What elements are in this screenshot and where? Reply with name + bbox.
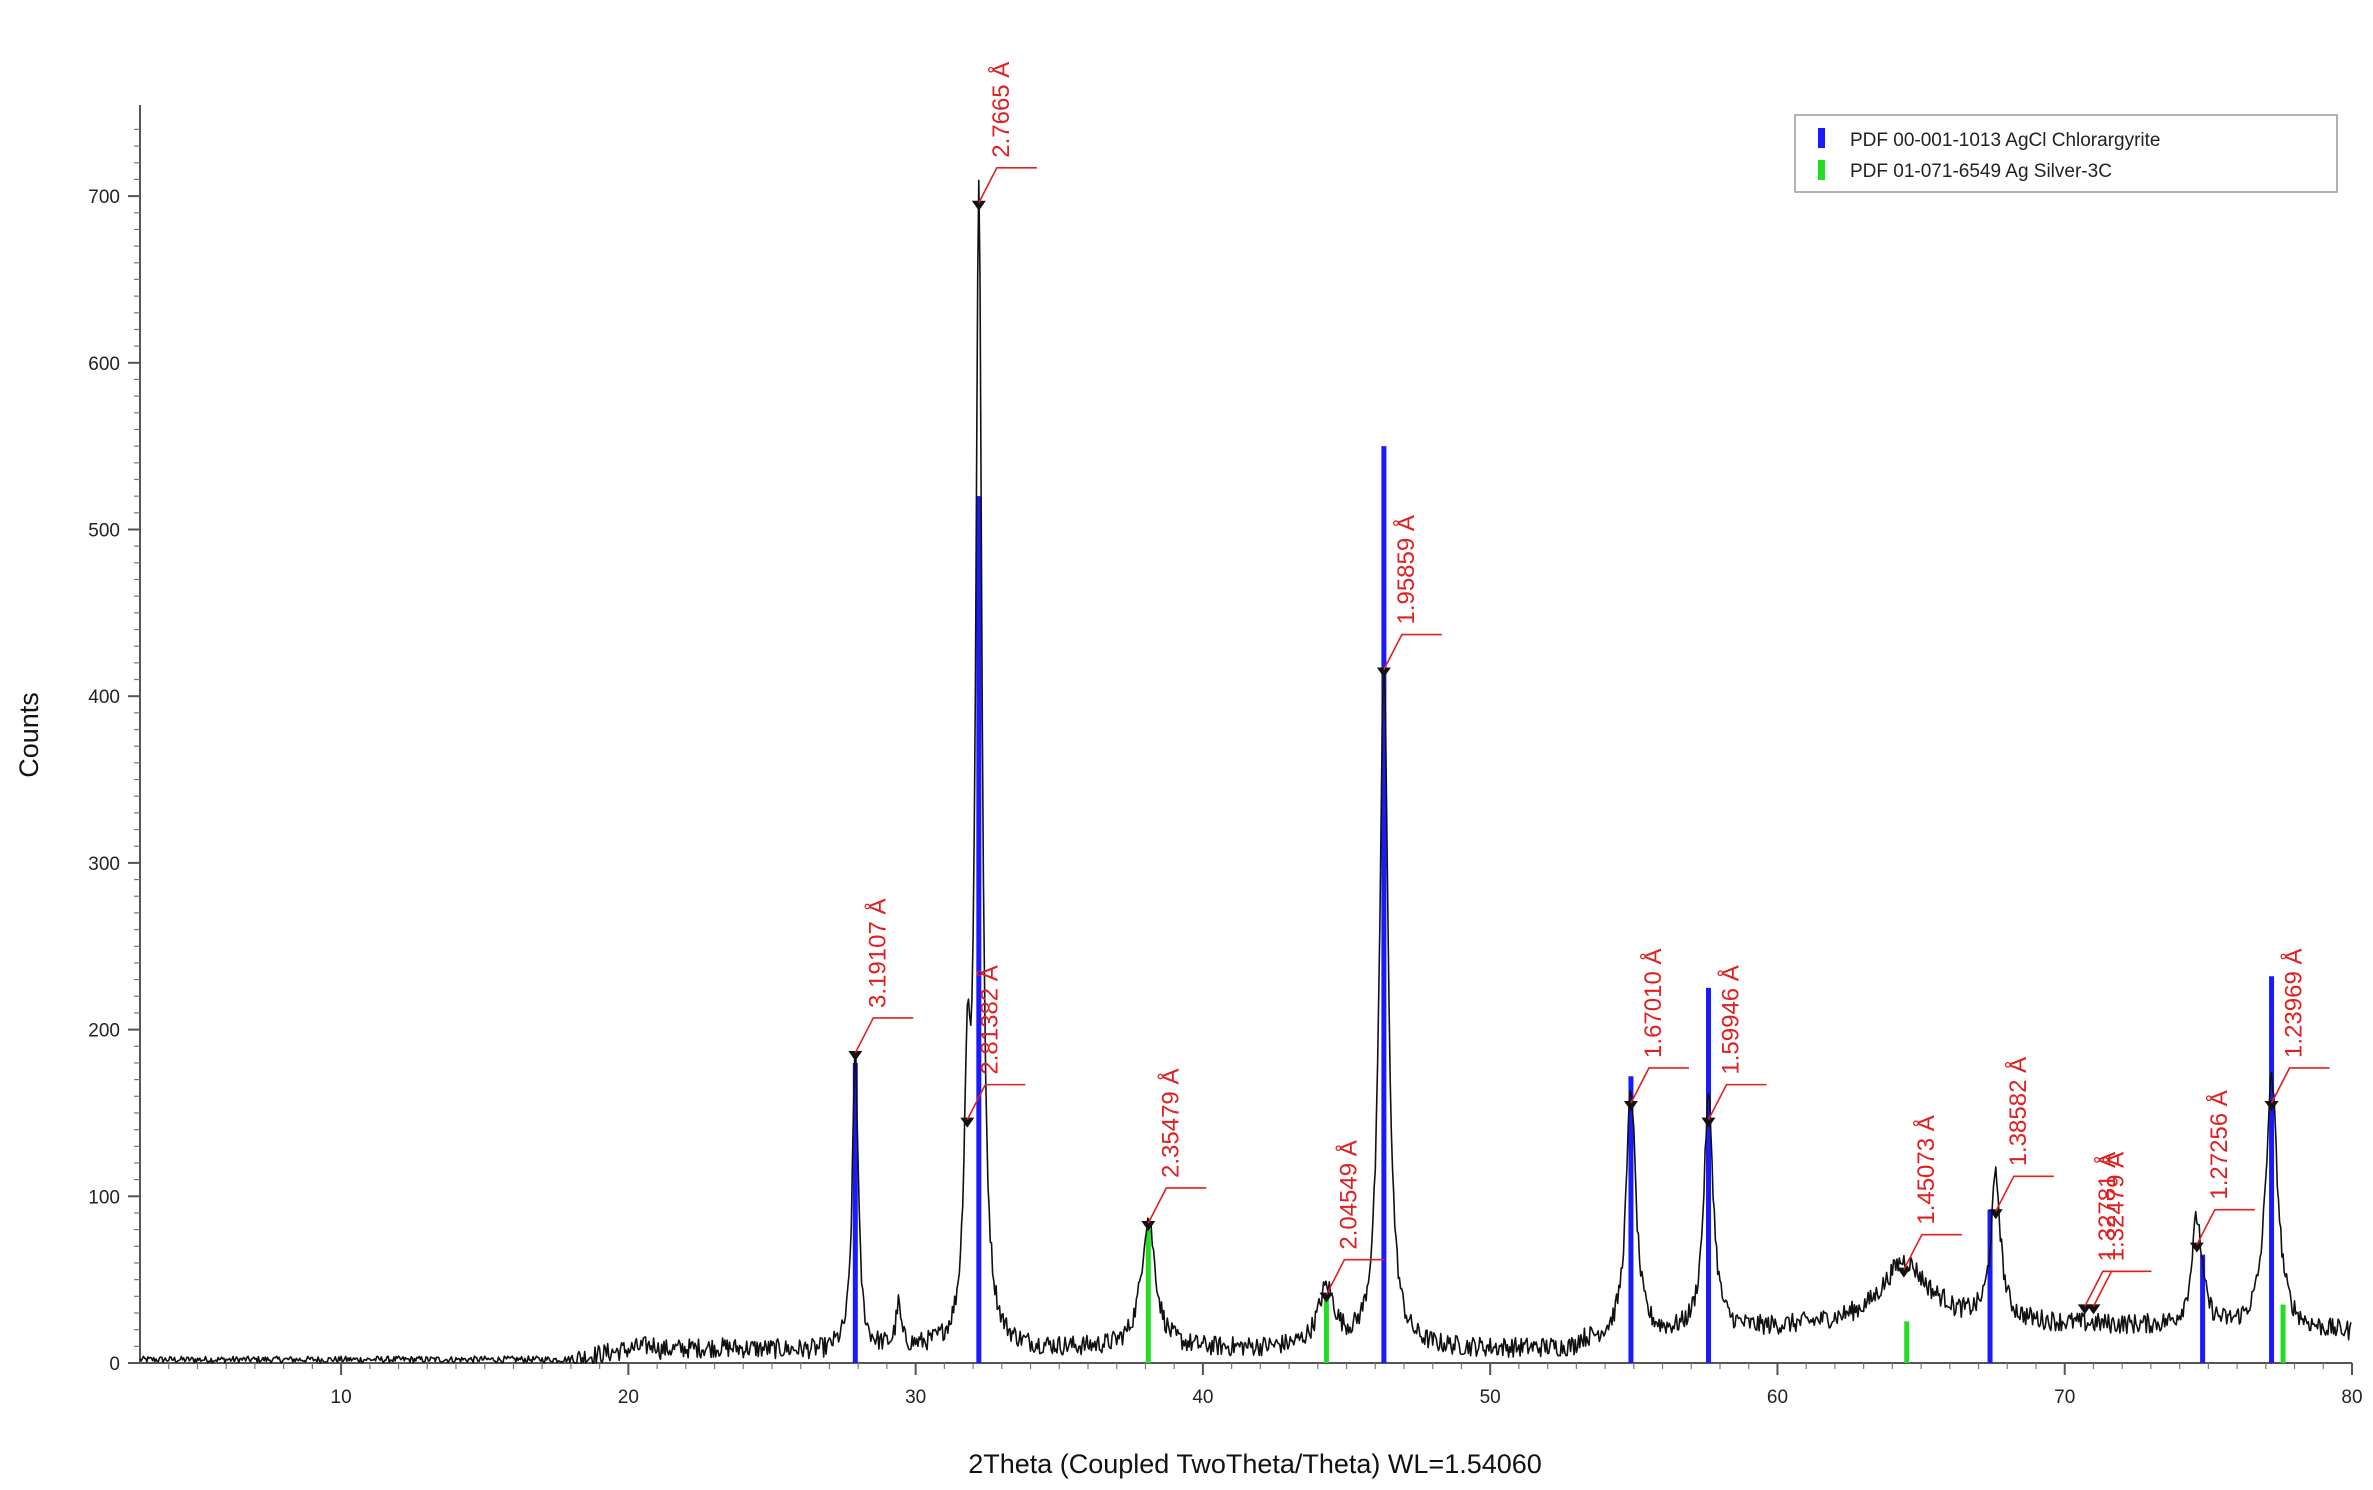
peak-label: 1.38582 Å [2004,1057,2032,1166]
peak-marker [971,200,986,211]
peak-leader [1995,1175,2054,1212]
peak-label: 1.27256 Å [2205,1090,2233,1199]
peak-marker [2086,1304,2101,1315]
peak-annotation: 1.38582 Å [1988,1057,2054,1220]
peak-marker [1988,1209,2003,1220]
peak-annotation: 2.35479 Å [1141,1069,1207,1231]
peak-marker [2264,1100,2279,1111]
legend: PDF 00-001-1013 AgCl Chlorargyrite PDF 0… [1794,114,2338,193]
x-tick-label: 10 [331,1387,352,1408]
peak-label: 1.95859 Å [1392,515,1420,624]
peak-annotation: 1.45073 Å [1896,1115,1962,1278]
legend-label-agcl: PDF 00-001-1013 AgCl Chlorargyrite [1850,130,2161,151]
peak-marker [1141,1220,1156,1231]
peak-annotation: 2.04549 Å [1319,1140,1385,1303]
x-tick-label: 70 [2054,1387,2075,1408]
peak-label: 3.19107 Å [863,899,891,1008]
peak-leader [1707,1083,1767,1120]
peak-annotation: 2.81382 Å [960,965,1026,1128]
x-tick-label: 60 [1767,1387,1788,1408]
y-tick-label: 600 [88,354,120,375]
peak-label: 2.35479 Å [1156,1069,1184,1178]
y-tick-label: 700 [88,187,120,208]
y-tick-label: 400 [88,687,120,708]
peak-leader [1903,1233,1962,1271]
peak-label: 1.45073 Å [1912,1115,1940,1224]
peak-label: 1.32479 Å [2101,1152,2129,1261]
chart-axes: 0 100 200 300 400 500 600 700 10 20 30 40 50 60 70 80 [88,105,2363,1408]
x-tick-label: 80 [2341,1387,2362,1408]
y-minor-ticks [134,128,140,1347]
x-tick-labels: 10 20 30 40 50 60 70 80 [331,1363,2363,1408]
peak-marker [960,1117,975,1128]
y-tick-label: 300 [88,854,120,875]
peak-marker [1319,1292,1334,1303]
peak-leader [2196,1208,2255,1246]
legend-box [1794,114,2338,193]
peak-leader [2270,1067,2330,1104]
y-tick-labels: 0 100 200 300 400 500 600 700 [88,187,140,1375]
peak-leader [1147,1187,1207,1224]
y-tick-label: 100 [88,1187,120,1208]
peak-leader [2092,1270,2152,1307]
y-tick-label: 500 [88,521,120,542]
peak-annotation: 1.32479 Å [2086,1152,2152,1315]
peak-leader [966,1083,1026,1120]
peak-marker [1896,1267,1911,1278]
x-tick-label: 20 [618,1387,639,1408]
x-tick-label: 50 [1480,1387,1501,1408]
peak-label: 1.32781 Å [2093,1152,2121,1261]
peak-marker [1623,1100,1638,1111]
peak-leader [854,1017,914,1054]
peak-marker [2189,1242,2204,1253]
peak-annotations: 2.7665 Å 3.19107 Å 2.81382 Å 2.35479 Å 2.045… [848,62,2330,1315]
peak-label: 1.67010 Å [1639,949,1667,1058]
peak-annotation: 1.67010 Å [1623,949,1689,1111]
peak-marker [848,1050,863,1061]
peak-label: 2.81382 Å [975,965,1003,1074]
x-minor-ticks [168,1363,2324,1369]
peak-annotation: 1.27256 Å [2189,1090,2255,1253]
peak-annotation: 1.23969 Å [2264,949,2330,1111]
peak-annotation: 2.7665 Å [971,62,1037,211]
peak-label: 1.59946 Å [1717,965,1745,1074]
legend-swatch-agcl [1818,128,1825,148]
peak-leader [1325,1258,1385,1296]
x-tick-label: 40 [1192,1387,1213,1408]
x-tick-label: 30 [905,1387,926,1408]
peak-label: 2.04549 Å [1334,1140,1362,1249]
peak-leader [2084,1270,2143,1307]
peak-annotation: 1.95859 Å [1376,515,1442,678]
peak-label: 1.23969 Å [2280,949,2308,1058]
peak-marker [1701,1117,1716,1128]
x-axis-title: 2Theta (Coupled TwoTheta/Theta) WL=1.540… [968,1449,1542,1479]
pattern-line [139,179,2352,1364]
y-axis-title: Counts [14,692,44,778]
peak-marker [1376,667,1391,678]
peak-annotation: 3.19107 Å [848,899,914,1061]
diffraction-pattern [139,179,2352,1364]
peak-label: 2.7665 Å [987,62,1015,158]
y-tick-label: 200 [88,1021,120,1042]
peak-leader [1383,633,1442,670]
legend-label-ag: PDF 01-071-6549 Ag Silver-3C [1850,161,2112,182]
y-tick-label: 0 [109,1354,120,1375]
legend-swatch-ag [1818,160,1825,180]
peak-annotation: 1.59946 Å [1701,965,1767,1128]
peak-leader [978,166,1037,204]
reference-sticks [852,446,2286,1363]
peak-leader [1630,1067,1689,1104]
